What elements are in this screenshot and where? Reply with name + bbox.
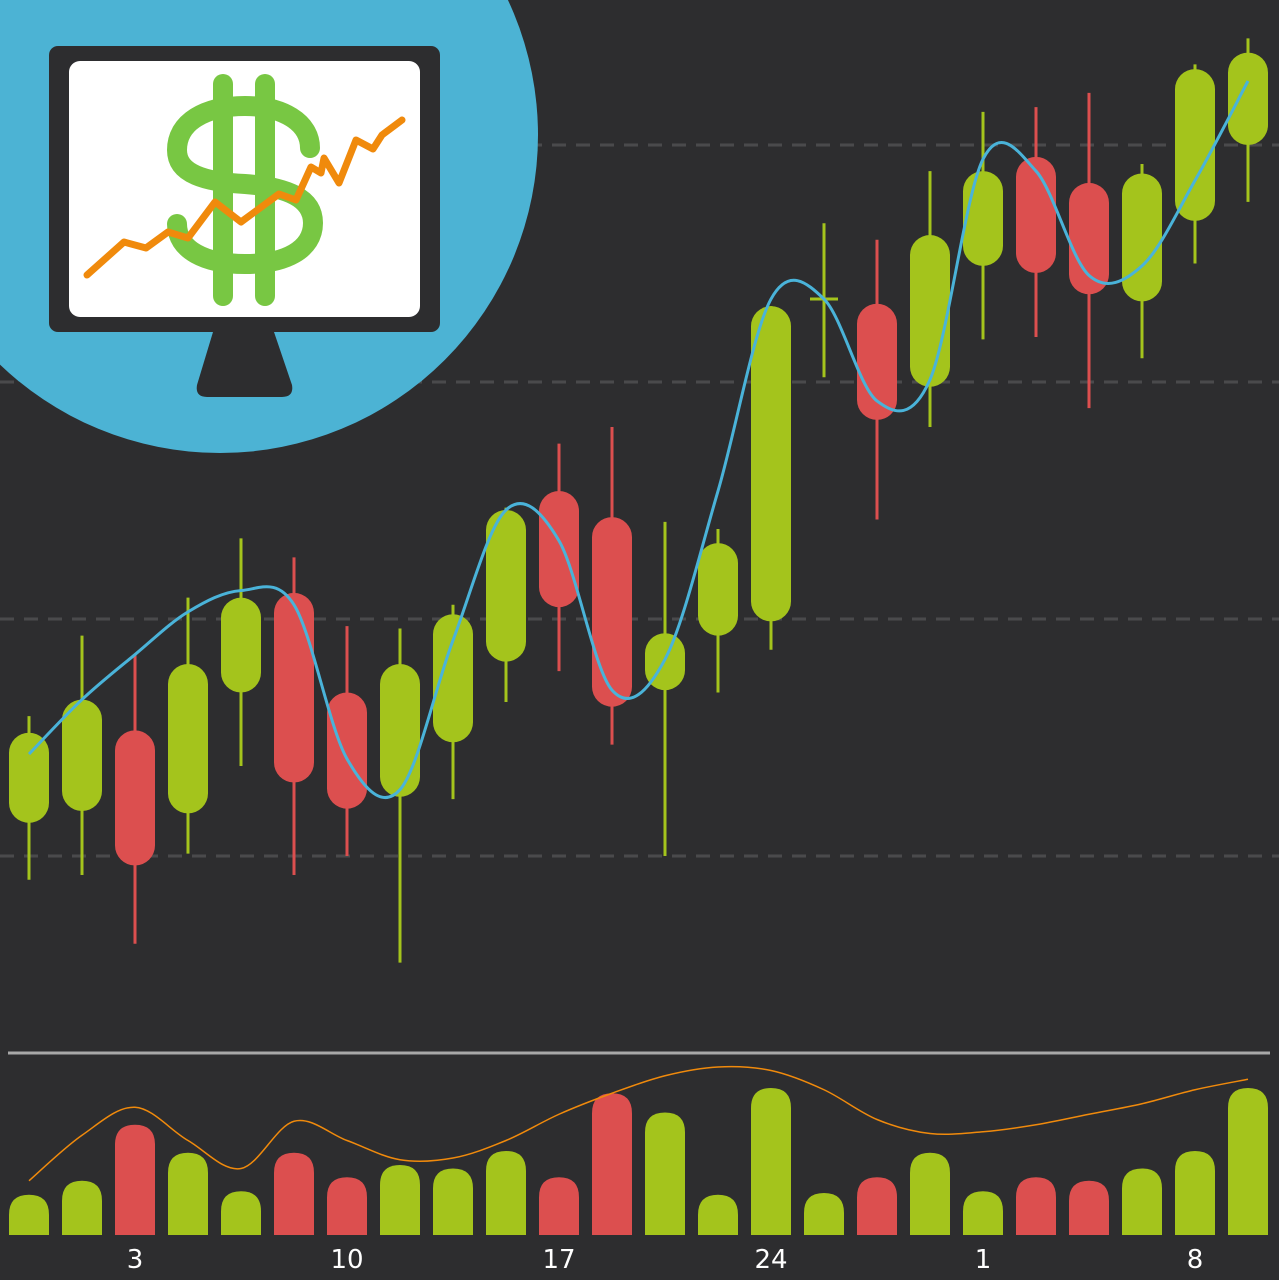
volume-bar <box>645 1112 685 1235</box>
candle-up <box>168 597 208 854</box>
candle-up <box>1175 64 1215 264</box>
volume-bar <box>62 1180 102 1235</box>
candle-down <box>1069 92 1109 409</box>
candle-up <box>380 628 420 963</box>
volume-bar <box>751 1088 791 1235</box>
candle-body <box>9 732 49 823</box>
candle-body <box>327 692 367 809</box>
volume-bar <box>115 1124 155 1235</box>
grid-lines <box>0 143 1279 858</box>
volume-bar <box>1228 1088 1268 1235</box>
candle-body <box>539 491 579 608</box>
candle-up <box>9 716 49 880</box>
candle-body <box>751 306 791 622</box>
volume-bar <box>1069 1180 1109 1235</box>
volume-bar <box>327 1177 367 1235</box>
candles <box>9 38 1268 963</box>
candle-body <box>168 664 208 814</box>
candle-up <box>433 604 473 800</box>
candle-body <box>1069 182 1109 295</box>
volume-bar <box>592 1093 632 1235</box>
x-axis-ticks: 3 10 17 24 1 8 <box>127 1245 1204 1275</box>
volume-bar <box>963 1191 1003 1235</box>
candle-up <box>698 528 738 693</box>
volume-bar <box>380 1165 420 1235</box>
volume-bar <box>857 1177 897 1235</box>
candle-body <box>62 699 102 811</box>
candle-up <box>1122 163 1162 359</box>
candle-body <box>963 171 1003 266</box>
candle-body <box>857 303 897 420</box>
candle-body <box>592 517 632 707</box>
candle-body <box>221 597 261 693</box>
volume-bar <box>486 1151 526 1235</box>
volume-bars <box>9 1088 1268 1235</box>
candle-up <box>751 306 791 650</box>
candle-body <box>1016 156 1056 273</box>
x-tick-label: 8 <box>1187 1245 1204 1275</box>
volume-bar <box>1122 1168 1162 1235</box>
candle-body <box>486 509 526 662</box>
x-tick-label: 3 <box>127 1245 144 1275</box>
volume-bar <box>910 1152 950 1235</box>
volume-bar <box>1175 1151 1215 1235</box>
candle-up <box>1228 38 1268 202</box>
volume-bar <box>9 1194 49 1235</box>
candle-body <box>1175 69 1215 221</box>
monitor-dollar-growth-icon <box>0 0 538 453</box>
volume-average-line <box>28 1065 1249 1182</box>
candle-body <box>1228 52 1268 145</box>
candle-down <box>857 239 897 520</box>
x-tick-label: 10 <box>330 1245 363 1275</box>
x-tick-label: 1 <box>975 1245 992 1275</box>
x-tick-label: 17 <box>542 1245 575 1275</box>
monitor-stand <box>196 332 293 397</box>
candle-body <box>910 235 950 387</box>
candle-down <box>1016 107 1056 337</box>
candle-body <box>274 592 314 783</box>
candle-body <box>433 614 473 743</box>
candle-body <box>698 543 738 636</box>
candle-body <box>380 664 420 797</box>
growth-line-icon <box>83 116 406 279</box>
candle-up <box>62 635 102 875</box>
volume-bar <box>1016 1177 1056 1235</box>
candle-down <box>274 557 314 875</box>
candle-up <box>910 171 950 428</box>
candle-up <box>221 538 261 766</box>
dollar-sign-icon <box>166 74 324 306</box>
candle-down <box>327 626 367 856</box>
candle-up <box>486 507 526 702</box>
candle-down <box>539 443 579 672</box>
volume-bar <box>221 1191 261 1235</box>
x-tick-label: 24 <box>754 1245 787 1275</box>
volume-bar <box>274 1152 314 1235</box>
moving-average-line <box>27 80 1250 800</box>
volume-bar <box>698 1194 738 1235</box>
candle-body <box>115 730 155 866</box>
candle-down <box>115 654 155 944</box>
volume-bar <box>433 1168 473 1235</box>
volume-bar <box>168 1152 208 1235</box>
volume-bar <box>804 1193 844 1235</box>
candle-up <box>645 521 685 856</box>
volume-bar <box>539 1177 579 1235</box>
candle-body <box>1122 173 1162 302</box>
